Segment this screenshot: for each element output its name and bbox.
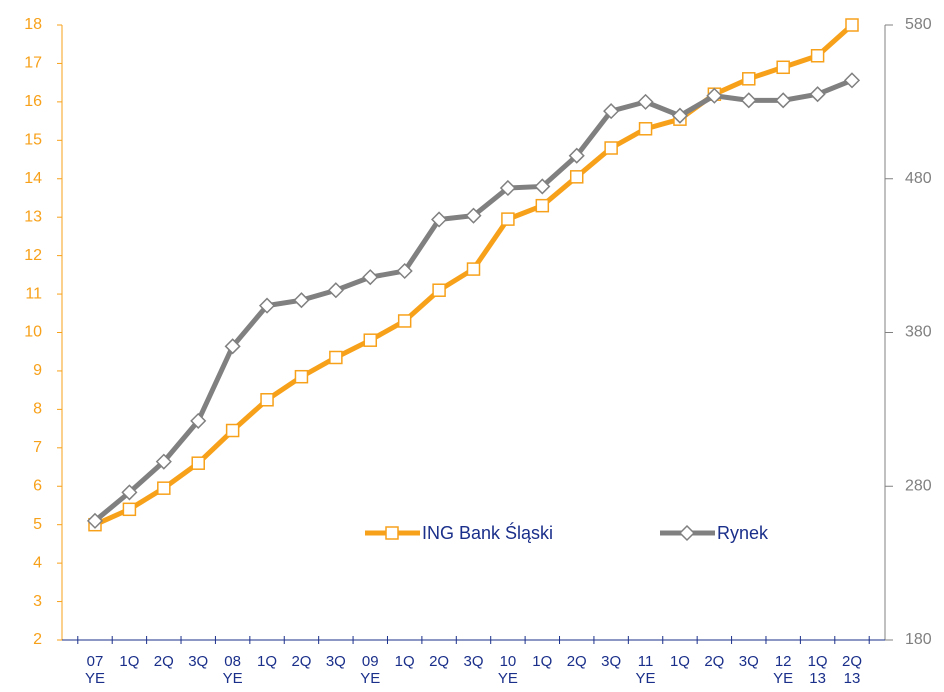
point-marker bbox=[706, 87, 723, 104]
legend-marker bbox=[678, 524, 696, 542]
point-marker bbox=[810, 49, 825, 63]
y-tick-label: 3 bbox=[33, 593, 42, 610]
point-marker bbox=[327, 282, 344, 299]
point-marker bbox=[155, 453, 172, 470]
x-tick-label: 2Q bbox=[291, 653, 312, 670]
x-tick-label: 10 YE bbox=[497, 653, 518, 687]
x-tick-label: 3Q bbox=[188, 653, 209, 670]
x-tick-label: 3Q bbox=[325, 653, 346, 670]
x-tick-label: 1Q 13 bbox=[807, 653, 828, 687]
x-tick-label: 2Q bbox=[429, 653, 450, 670]
point-marker bbox=[397, 314, 412, 328]
x-tick-label: 3Q bbox=[463, 653, 484, 670]
point-marker bbox=[191, 456, 205, 470]
point-marker bbox=[225, 423, 240, 438]
x-tick-label: 2Q bbox=[153, 653, 174, 670]
y-tick-label: 5 bbox=[33, 516, 42, 533]
point-marker bbox=[260, 393, 274, 407]
x-tick-label: 2Q bbox=[704, 653, 725, 670]
legend-marker bbox=[385, 526, 399, 540]
point-marker bbox=[604, 141, 618, 155]
x-tick-label: 07 YE bbox=[84, 653, 105, 687]
y2-tick-label: 380 bbox=[905, 324, 932, 341]
point-marker bbox=[501, 212, 515, 226]
point-marker bbox=[809, 86, 826, 103]
y2-tick-label: 580 bbox=[905, 16, 932, 33]
point-marker bbox=[671, 107, 689, 124]
point-marker bbox=[362, 269, 379, 286]
point-marker bbox=[121, 484, 138, 501]
legend-label: Rynek bbox=[717, 523, 769, 543]
y-tick-label: 12 bbox=[24, 247, 42, 264]
point-marker bbox=[742, 72, 756, 86]
x-tick-label: 2Q 13 bbox=[841, 653, 862, 687]
point-marker bbox=[534, 178, 551, 195]
legend-label: ING Bank Śląski bbox=[422, 522, 553, 543]
y-tick-label: 17 bbox=[24, 55, 42, 72]
point-marker bbox=[294, 369, 309, 384]
y-tick-label: 4 bbox=[33, 554, 42, 571]
point-marker bbox=[843, 72, 861, 89]
point-marker bbox=[603, 103, 620, 120]
point-marker bbox=[329, 350, 343, 365]
point-marker bbox=[568, 147, 585, 164]
point-marker bbox=[224, 338, 241, 355]
y-tick-label: 13 bbox=[24, 208, 42, 225]
x-tick-label: 1Q bbox=[257, 653, 278, 670]
point-marker bbox=[775, 92, 792, 109]
point-marker bbox=[499, 179, 516, 197]
point-marker bbox=[845, 18, 859, 32]
point-marker bbox=[466, 262, 481, 276]
y-tick-label: 7 bbox=[33, 439, 42, 456]
y2-tick-label: 180 bbox=[905, 631, 932, 648]
x-tick-label: 1Q bbox=[119, 653, 140, 670]
x-tick-label: 09 YE bbox=[360, 653, 381, 687]
y-tick-label: 11 bbox=[25, 285, 42, 302]
y2-tick-label: 480 bbox=[905, 170, 932, 187]
point-marker bbox=[190, 412, 207, 429]
point-marker bbox=[363, 333, 378, 347]
x-tick-label: 1Q bbox=[669, 653, 690, 670]
point-marker bbox=[740, 92, 757, 109]
y-tick-label: 10 bbox=[24, 324, 42, 341]
point-marker bbox=[535, 198, 550, 213]
point-marker bbox=[776, 60, 790, 75]
point-marker bbox=[293, 292, 310, 309]
x-tick-label: 1Q bbox=[394, 653, 415, 670]
x-tick-label: 2Q bbox=[566, 653, 587, 670]
point-marker bbox=[258, 297, 276, 314]
y-tick-label: 6 bbox=[33, 477, 42, 494]
point-marker bbox=[86, 512, 104, 529]
y-tick-label: 8 bbox=[33, 401, 42, 418]
point-marker bbox=[465, 207, 482, 224]
point-marker bbox=[396, 262, 413, 280]
y-tick-label: 9 bbox=[33, 362, 42, 379]
point-marker bbox=[431, 211, 448, 228]
point-marker bbox=[157, 481, 171, 495]
x-tick-label: 11 YE bbox=[635, 653, 656, 687]
point-marker bbox=[569, 170, 584, 184]
x-tick-label: 08 YE bbox=[222, 653, 243, 687]
x-tick-label: 3Q bbox=[738, 653, 759, 670]
point-marker bbox=[637, 93, 654, 110]
point-marker bbox=[432, 283, 446, 297]
y2-tick-label: 280 bbox=[905, 477, 932, 494]
x-tick-label: 1Q bbox=[532, 653, 553, 670]
point-marker bbox=[638, 122, 653, 136]
point-marker bbox=[122, 502, 137, 517]
y-tick-label: 15 bbox=[24, 132, 42, 149]
y-tick-label: 18 bbox=[24, 16, 42, 33]
y-tick-label: 2 bbox=[33, 631, 42, 648]
x-tick-label: 3Q bbox=[601, 653, 622, 670]
x-tick-label: 12 YE bbox=[773, 653, 794, 687]
y-tick-label: 14 bbox=[24, 170, 42, 187]
y-tick-label: 16 bbox=[24, 93, 42, 110]
